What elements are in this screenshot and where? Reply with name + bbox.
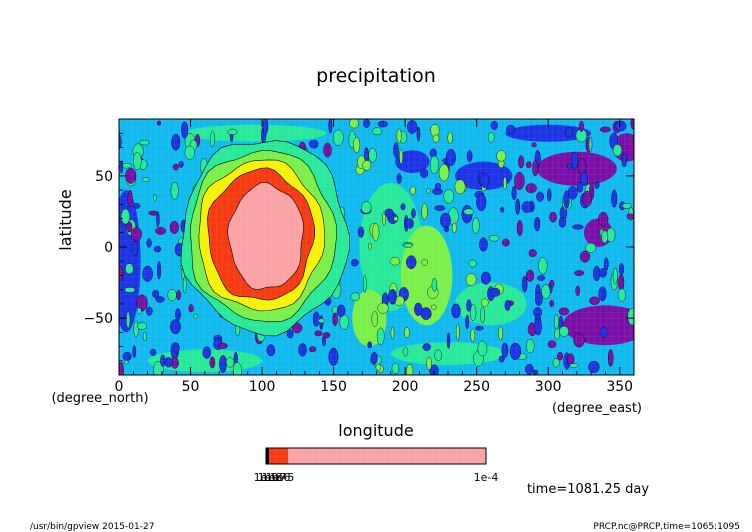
x-tick-label: 250 bbox=[463, 379, 490, 395]
plot-grid bbox=[119, 119, 634, 375]
colorbar-label-1e-7: 1e-7 bbox=[262, 471, 287, 484]
x-tick-label: 350 bbox=[606, 379, 633, 395]
footer-right: PRCP.nc@PRCP,time=1065:1095 bbox=[593, 522, 740, 532]
x-axis-label: longitude bbox=[338, 421, 413, 440]
y-tick-label: 0 bbox=[104, 240, 113, 256]
colorbar: 1e-9 1e-8 1e-7 1e-6 1e-5 1e-4 bbox=[254, 447, 499, 484]
colorbar-label-1e-6: 1e-6 bbox=[266, 471, 291, 484]
colorbar-label-1e-9: 1e-9 bbox=[254, 471, 279, 484]
colorbar-texture bbox=[266, 448, 486, 464]
x-tick-label: 50 bbox=[182, 379, 200, 395]
colorbar-label-max: 1e-4 bbox=[474, 471, 499, 484]
y-axis-unit: (degree_north) bbox=[51, 391, 148, 406]
x-tick-label: 200 bbox=[392, 379, 419, 395]
x-axis-unit: (degree_east) bbox=[552, 401, 642, 416]
x-tick-label: 300 bbox=[535, 379, 562, 395]
y-axis: 50 0 −50 bbox=[83, 132, 634, 362]
y-tick-label: 50 bbox=[95, 169, 113, 185]
x-axis: 0 50 100 150 200 250 300 350 bbox=[115, 119, 633, 395]
colorbar-label-1e-5: 1e-5 bbox=[270, 471, 295, 484]
x-tick-label: 100 bbox=[249, 379, 276, 395]
y-axis-label: latitude bbox=[56, 189, 75, 250]
y-tick-label: −50 bbox=[83, 311, 113, 327]
footer-left: /usr/bin/gpview 2015-01-27 bbox=[30, 522, 154, 532]
plot-area bbox=[118, 118, 635, 376]
x-tick-label: 0 bbox=[115, 379, 124, 395]
x-tick-label: 150 bbox=[320, 379, 347, 395]
colorbar-frame bbox=[265, 447, 487, 465]
chart-title: precipitation bbox=[316, 65, 436, 87]
time-annotation: time=1081.25 day bbox=[527, 482, 649, 497]
colorbar-label-1e-8: 1e-8 bbox=[258, 471, 283, 484]
